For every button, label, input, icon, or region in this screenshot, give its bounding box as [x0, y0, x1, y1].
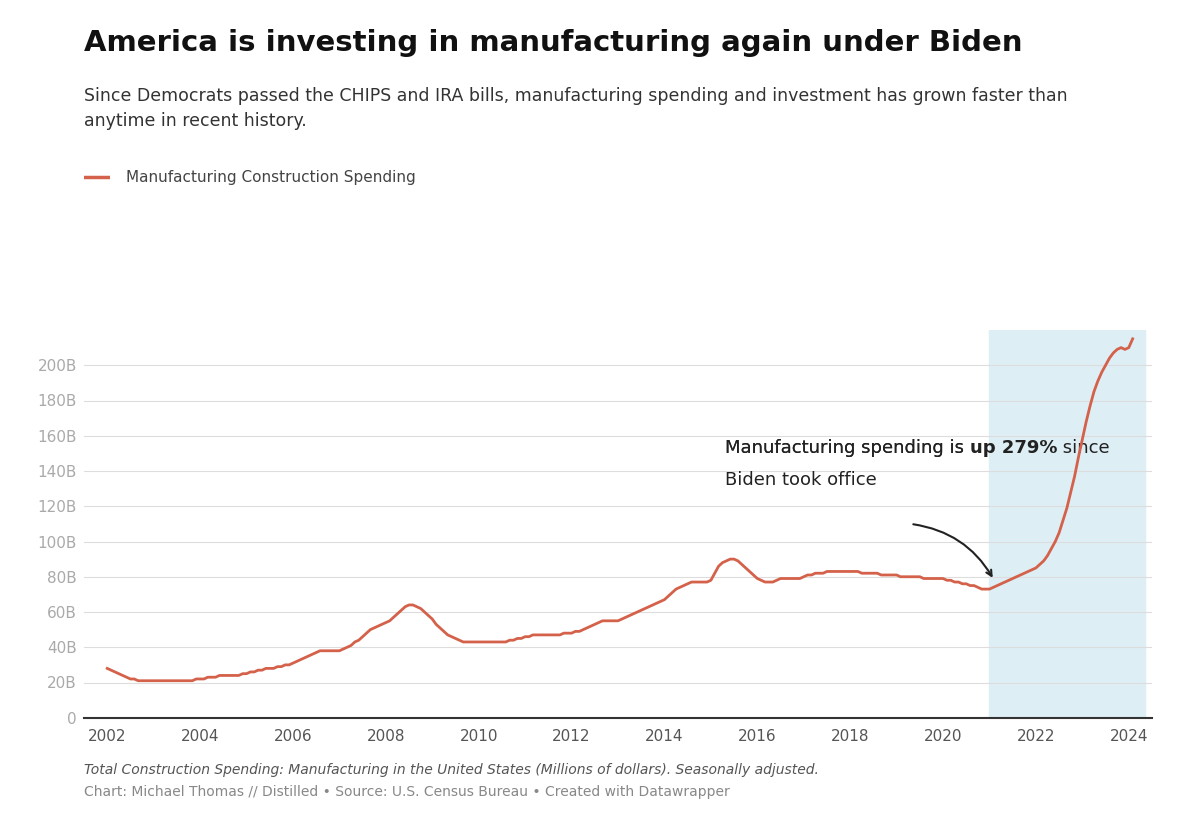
Text: Manufacturing spending is: Manufacturing spending is: [725, 439, 970, 457]
Text: Manufacturing Construction Spending: Manufacturing Construction Spending: [126, 170, 415, 185]
Text: America is investing in manufacturing again under Biden: America is investing in manufacturing ag…: [84, 29, 1022, 57]
Text: Biden took office: Biden took office: [725, 470, 876, 488]
Text: Manufacturing spending is: Manufacturing spending is: [725, 439, 970, 457]
Text: Total Construction Spending: Manufacturing in the United States (Millions of dol: Total Construction Spending: Manufacturi…: [84, 763, 818, 777]
Bar: [990, 330, 1145, 718]
Text: Chart: Michael Thomas // Distilled • Source: U.S. Census Bureau • Created with D: Chart: Michael Thomas // Distilled • Sou…: [84, 785, 730, 799]
Text: Since Democrats passed the CHIPS and IRA bills, manufacturing spending and inves: Since Democrats passed the CHIPS and IRA…: [84, 87, 1068, 130]
Text: up 279%: up 279%: [970, 439, 1057, 457]
Text: since: since: [1057, 439, 1110, 457]
